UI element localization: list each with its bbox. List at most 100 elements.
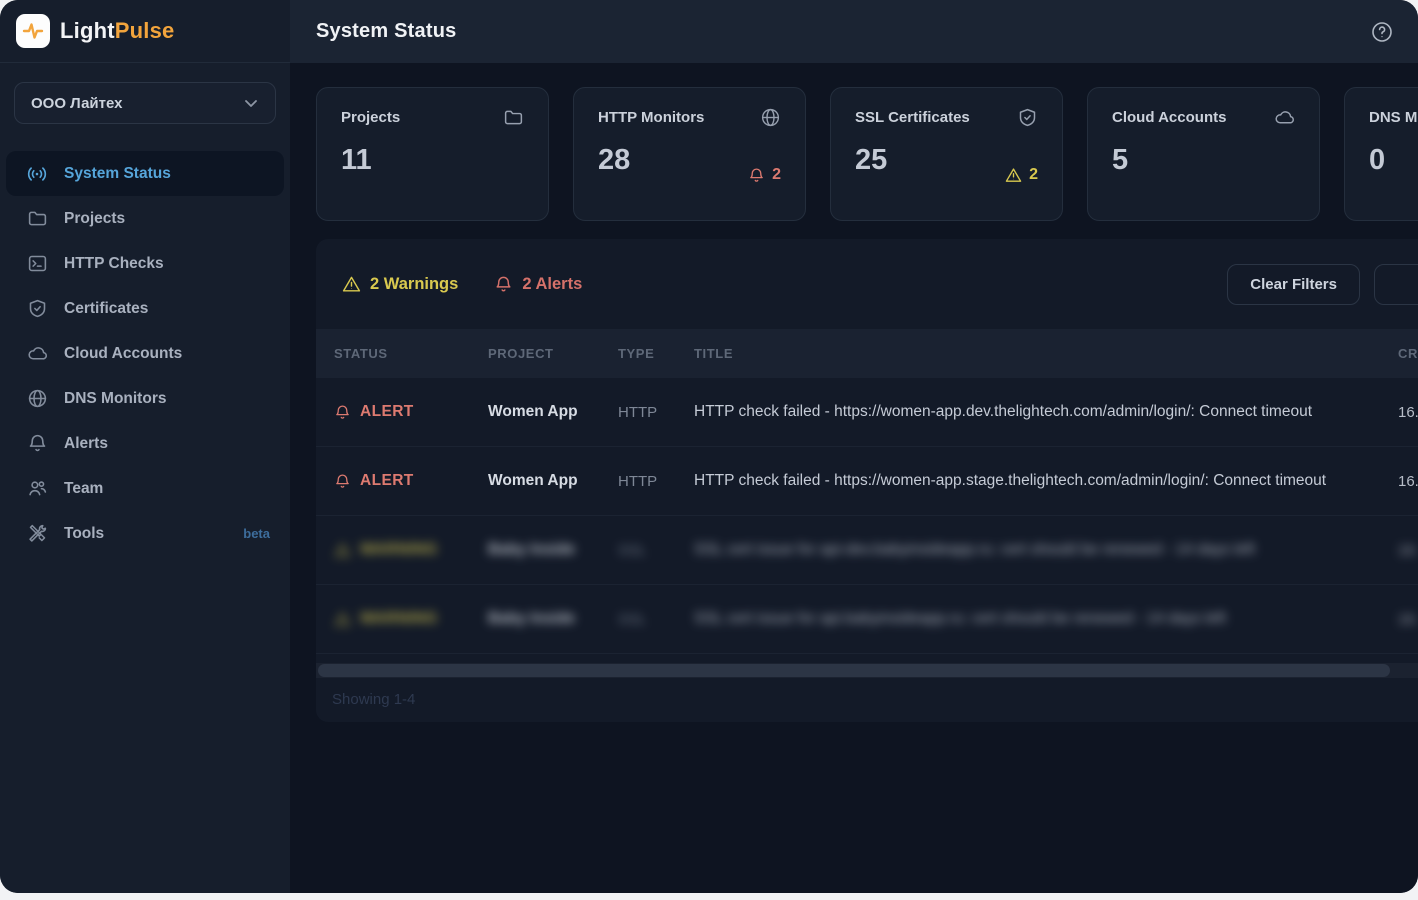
sidebar-item-http-checks[interactable]: HTTP Checks (6, 241, 284, 286)
table-row[interactable]: ALERT Women App HTTP HTTP check failed -… (316, 378, 1418, 447)
terminal-icon (26, 253, 48, 275)
sidebar-item-label: Tools (64, 524, 105, 542)
warning-triangle-icon (342, 276, 361, 292)
sidebar-item-projects[interactable]: Projects (6, 196, 284, 241)
card-value: 11 (341, 144, 372, 176)
users-icon (26, 478, 48, 500)
status-label: WARNING (360, 610, 438, 627)
status-label: ALERT (360, 403, 414, 420)
status-badge: ALERT (316, 403, 470, 421)
created-cell: 16. (1398, 403, 1418, 421)
project-cell: Women App (488, 472, 578, 489)
sidebar-item-label: DNS Monitors (64, 389, 167, 407)
sidebar-item-certificates[interactable]: Certificates (6, 286, 284, 331)
sidebar-nav: System Status Projects HTTP Checks (0, 151, 290, 556)
title-cell: SSL cert issue for api-dev.babyinsideapp… (694, 541, 1255, 558)
chevron-down-icon (245, 100, 257, 107)
scrollbar-thumb[interactable] (318, 664, 1390, 677)
filter-bar: 2 Warnings 2 Alerts Clear Filters (316, 239, 1418, 329)
column-header-created: CREATED (1398, 346, 1418, 361)
warnings-filter-label: 2 Warnings (370, 275, 459, 293)
status-label: ALERT (360, 472, 414, 489)
card-projects[interactable]: Projects 11 (316, 87, 549, 221)
project-cell: Women App (488, 403, 578, 420)
card-value: 0 (1369, 144, 1386, 176)
type-cell: HTTP (618, 472, 658, 490)
horizontal-scrollbar[interactable] (316, 663, 1418, 678)
tools-icon (26, 523, 48, 545)
table-row[interactable]: WARNING Baby Inside SSL SSL cert issue f… (316, 516, 1418, 585)
cloud-icon (1274, 107, 1295, 128)
table-row[interactable]: WARNING Baby Inside SSL SSL cert issue f… (316, 585, 1418, 654)
clear-filters-button[interactable]: Clear Filters (1227, 264, 1360, 305)
bell-icon (336, 473, 349, 488)
shield-check-icon (1017, 107, 1038, 128)
table-row[interactable]: ALERT Women App HTTP HTTP check failed -… (316, 447, 1418, 516)
card-http-monitors[interactable]: HTTP Monitors 28 2 (573, 87, 806, 221)
help-icon[interactable] (1370, 20, 1394, 44)
sidebar-item-system-status[interactable]: System Status (6, 151, 284, 196)
column-header-status: STATUS (334, 346, 388, 361)
folder-icon (503, 107, 524, 128)
table-header-row: STATUS PROJECT TYPE TITLE CREATED (316, 329, 1418, 378)
alerts-table: STATUS PROJECT TYPE TITLE CREATED ALERT … (316, 329, 1418, 654)
card-warning-count: 2 (1005, 166, 1038, 184)
sidebar-item-label: Cloud Accounts (64, 344, 183, 362)
org-selector[interactable]: ООО Лайтех (14, 82, 276, 124)
warnings-filter-chip[interactable]: 2 Warnings (342, 275, 458, 294)
card-ssl-certificates[interactable]: SSL Certificates 25 2 (830, 87, 1063, 221)
card-label: Projects (341, 109, 401, 126)
sidebar-item-tools[interactable]: Tools beta (6, 511, 284, 556)
card-label: DNS Monitors (1369, 109, 1418, 126)
status-label: WARNING (360, 541, 438, 558)
column-header-type: TYPE (618, 346, 655, 361)
partial-button[interactable] (1374, 264, 1418, 305)
card-value: 5 (1112, 144, 1129, 176)
card-label: SSL Certificates (855, 109, 970, 126)
title-cell: HTTP check failed - https://women-app.de… (694, 403, 1313, 420)
sidebar-item-cloud-accounts[interactable]: Cloud Accounts (6, 331, 284, 376)
stat-cards: Projects 11 HTTP Monitors 28 (316, 87, 1418, 221)
project-cell: Baby Inside (488, 541, 575, 558)
sidebar-item-label: System Status (64, 164, 171, 182)
column-header-title: TITLE (694, 346, 734, 361)
alert-count: 2 (772, 166, 781, 183)
type-cell: SSL (618, 610, 647, 628)
card-cloud-accounts[interactable]: Cloud Accounts 5 (1087, 87, 1320, 221)
bell-icon (26, 433, 48, 455)
sidebar-item-dns-monitors[interactable]: DNS Monitors (6, 376, 284, 421)
warning-count: 2 (1029, 166, 1038, 183)
project-cell: Baby Inside (488, 610, 575, 627)
status-badge: WARNING (316, 541, 470, 559)
pulse-logo-icon (16, 14, 50, 48)
alerts-filter-label: 2 Alerts (522, 275, 583, 293)
folder-icon (26, 208, 48, 230)
warning-triangle-icon (334, 611, 351, 626)
card-value: 25 (855, 144, 888, 176)
page-header: System Status (290, 0, 1418, 63)
shield-check-icon (26, 298, 48, 320)
created-cell: 16. (1398, 610, 1418, 628)
org-selector-value: ООО Лайтех (31, 94, 123, 112)
card-label: HTTP Monitors (598, 109, 705, 126)
brand-name: LightPulse (60, 18, 174, 44)
created-cell: 16. (1398, 541, 1418, 559)
card-alert-count: 2 (748, 166, 781, 184)
main-area: System Status Projects 11 (290, 0, 1418, 893)
alerts-filter-chip[interactable]: 2 Alerts (494, 275, 582, 294)
globe-icon (26, 388, 48, 410)
column-header-project: PROJECT (488, 346, 554, 361)
card-label: Cloud Accounts (1112, 109, 1227, 126)
bell-icon (496, 276, 511, 292)
warning-triangle-icon (334, 542, 351, 557)
beta-badge: beta (243, 526, 270, 541)
cloud-icon (26, 343, 48, 365)
bell-icon (336, 404, 349, 419)
card-dns-monitors[interactable]: DNS Monitors 0 (1344, 87, 1418, 221)
sidebar-item-alerts[interactable]: Alerts (6, 421, 284, 466)
sidebar-item-label: Certificates (64, 299, 149, 317)
logo: LightPulse (0, 0, 290, 63)
pagination-summary: Showing 1-4 (332, 691, 416, 708)
sidebar-item-label: Team (64, 479, 104, 497)
sidebar-item-team[interactable]: Team (6, 466, 284, 511)
